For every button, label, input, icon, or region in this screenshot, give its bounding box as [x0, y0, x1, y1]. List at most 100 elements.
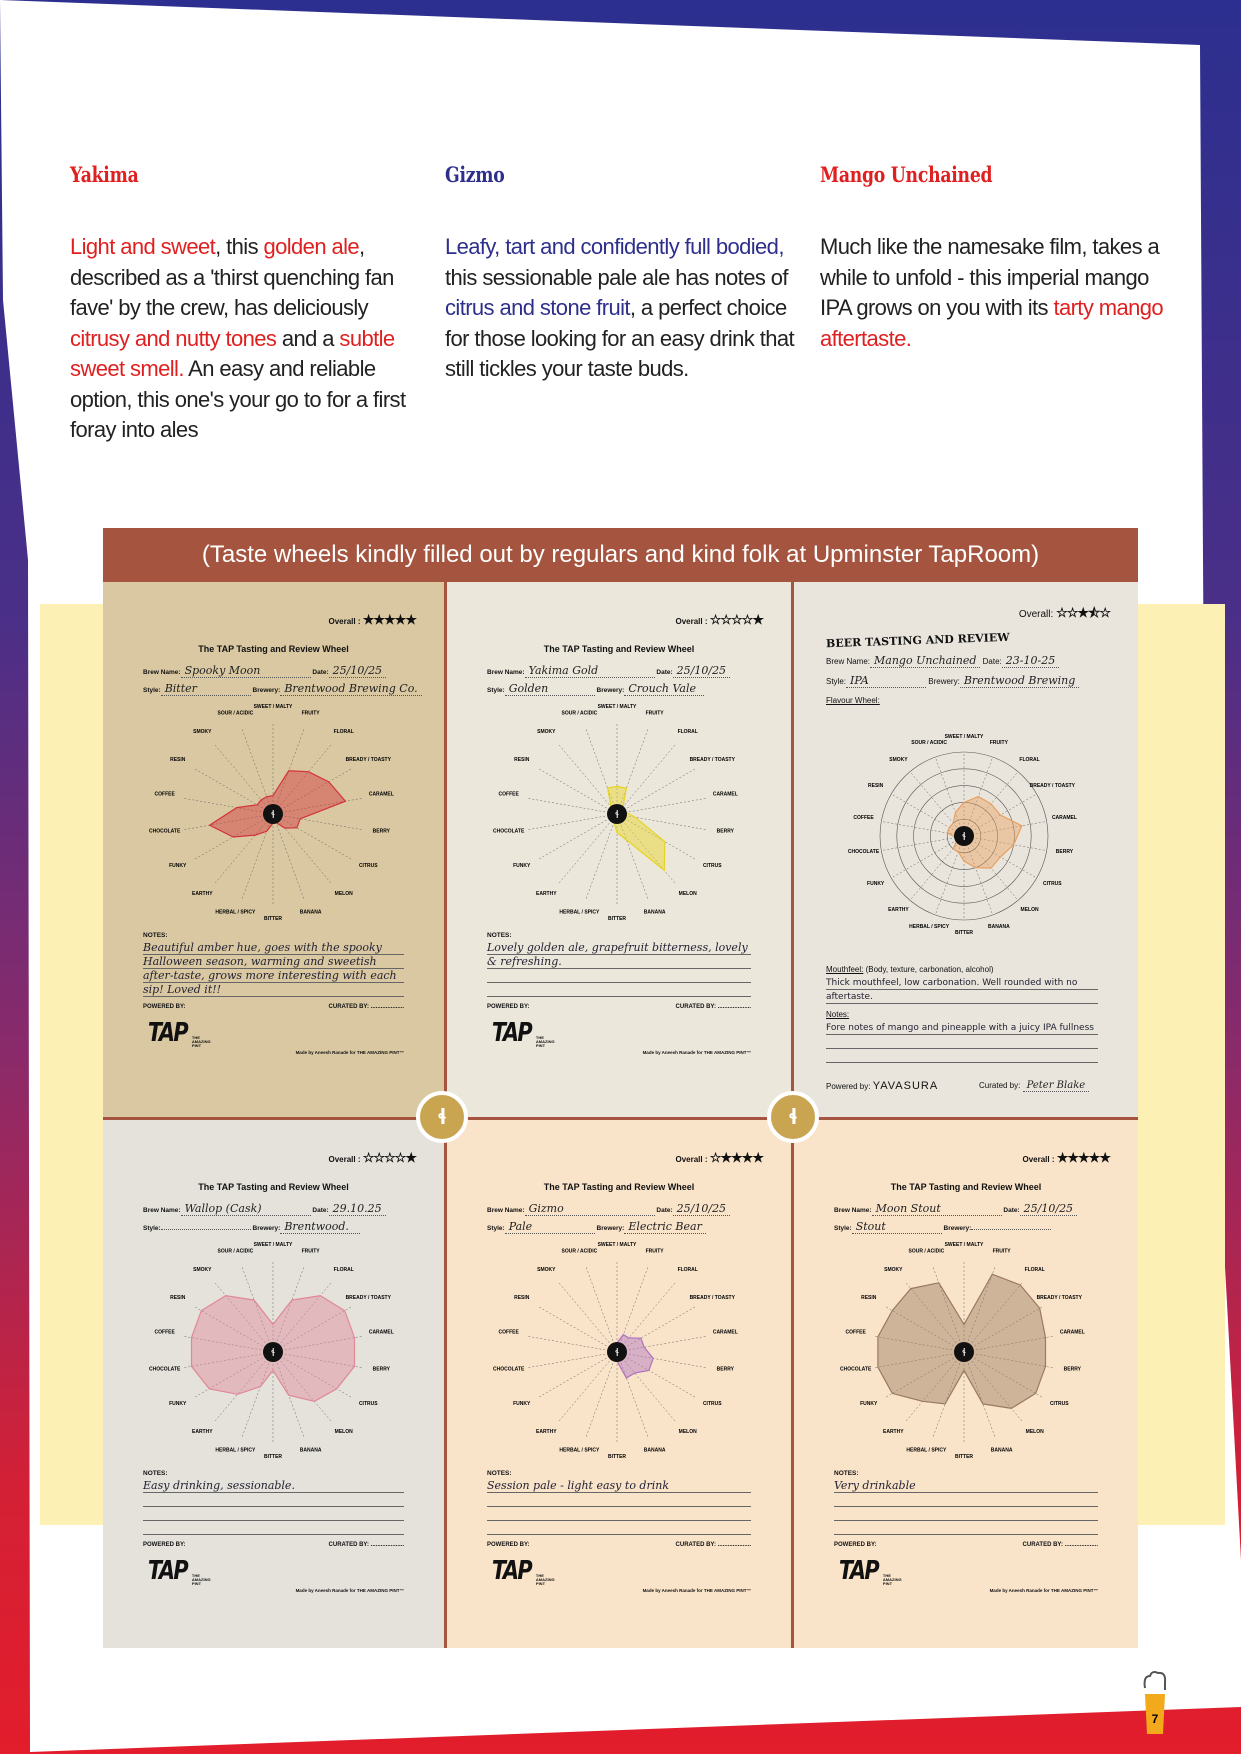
brewery-label: Brewery:	[252, 687, 281, 694]
powered-by-label: POWERED BY:	[143, 1004, 186, 1010]
body-text-segment: subtle sweet smell.	[70, 325, 395, 382]
style-label: Style:	[487, 687, 505, 694]
notes-text: Session pale - light easy to drink	[487, 1479, 751, 1535]
wheel-axis	[616, 813, 677, 885]
body-text-segment: Light and sweet	[70, 234, 216, 259]
wheel-axis	[241, 1351, 274, 1439]
wheel-axis	[241, 813, 274, 901]
date-value: 25/10/25	[1019, 1202, 1078, 1216]
flavour-label: CHOCOLATE	[493, 1366, 525, 1372]
column-yakima: Yakima Light and sweet, this golden ale, …	[70, 160, 420, 446]
wheel-axis	[616, 1351, 708, 1369]
overall-rating: Overall : ★★★★★	[328, 612, 417, 628]
style-row: Style: Golden Brewery: Crouch Vale	[487, 682, 705, 696]
flavour-label: FUNKY	[513, 863, 531, 869]
powered-by: Powered by: YAVASURA	[826, 1080, 938, 1092]
wheel-axis	[585, 1265, 618, 1353]
notes-text: Beautiful amber hue, goes with the spook…	[143, 941, 404, 997]
brew-name-label: Brew Name:	[143, 1207, 181, 1214]
date-value: 25/10/25	[672, 1202, 731, 1216]
flavour-label: CITRUS	[703, 863, 722, 869]
tap-logo-subtitle: THE AMAZING PINT	[191, 1573, 211, 1586]
style-value: Pale	[504, 1220, 595, 1234]
overall-label: Overall :	[328, 1155, 361, 1164]
mouthfeel-hint: (Body, texture, carbonation, alcohol)	[865, 965, 994, 974]
wheel-axis	[526, 797, 618, 815]
curated-by-label: Curated by:	[979, 1081, 1021, 1090]
flavour-label: HERBAL / SPICY	[215, 1448, 256, 1454]
flavour-label: BERRY	[1064, 1366, 1082, 1372]
wheel-axis	[616, 1351, 649, 1439]
brew-name-label: Brew Name:	[487, 1207, 525, 1214]
flavour-label: EARTHY	[192, 1429, 213, 1435]
flavour-label: RESIN	[170, 757, 186, 763]
column-body: Leafy, tart and confidently full bodied,…	[445, 232, 795, 385]
curated-by-label: CURATED BY: ....................	[328, 1542, 404, 1548]
body-text-segment: , a perfect choice for those looking for…	[445, 295, 795, 381]
flavour-label: EARTHY	[192, 891, 213, 897]
flavour-label: FLORAL	[678, 1267, 698, 1273]
flavour-label: FUNKY	[169, 863, 187, 869]
wheel-axis	[182, 1351, 274, 1369]
flavour-label: FUNKY	[867, 881, 885, 887]
column-heading: Mango Unchained	[820, 162, 993, 187]
tap-logo-text: TAP	[838, 1556, 880, 1586]
overall-rating: Overall : ☆★★★★	[675, 1150, 764, 1166]
curated-by-value: Peter Blake	[1022, 1080, 1090, 1092]
notes-label: NOTES:	[143, 932, 168, 939]
flavour-label: CHOCOLATE	[493, 828, 525, 834]
wheel-axis	[557, 1281, 618, 1353]
notes-text: Lovely golden ale, grapefruit bitterness…	[487, 941, 751, 997]
column-body: Much like the namesake film, takes a whi…	[820, 232, 1170, 354]
curated-by-label: CURATED BY: ....................	[675, 1004, 751, 1010]
wheel-axis	[272, 813, 364, 831]
notes-section: NOTES: Easy drinking, sessionable.	[143, 1470, 404, 1535]
brewery-value: Crouch Vale	[624, 682, 705, 696]
flavour-label: SMOKY	[537, 1267, 556, 1273]
flavour-label: CITRUS	[1050, 1401, 1069, 1407]
flavour-label: SOUR / ACIDIC	[218, 710, 254, 716]
column-heading: Yakima	[70, 162, 139, 187]
wheel-axis	[616, 727, 649, 815]
wheel-axis	[193, 1351, 274, 1399]
wheel-axis	[884, 1351, 965, 1399]
flavour-wheel: SWEET / MALTY FRUITY FLORAL BREADY / TOASTY…	[493, 1242, 738, 1460]
wheel-axis	[932, 1265, 965, 1353]
gallery-banner: (Taste wheels kindly filled out by regul…	[201, 541, 1040, 568]
style-row: Style: Bitter Brewery: Brentwood Brewing C…	[143, 682, 422, 696]
rating-stars: ★★★★★	[362, 612, 417, 627]
wheel-axis	[557, 1351, 618, 1423]
flavour-label: BERRY	[373, 828, 391, 834]
flavour-label: CHOCOLATE	[840, 1366, 872, 1372]
wheel-axis	[272, 1281, 333, 1353]
style-row: Style: Brewery: Brentwood.	[143, 1220, 361, 1234]
wheel-axis	[904, 1351, 965, 1423]
flavour-label: BANANA	[988, 924, 1010, 930]
flavour-wheel: SWEET / MALTY FRUITY FLORAL BREADY / TOASTY…	[848, 734, 1077, 936]
body-text-segment: golden ale	[263, 234, 360, 259]
brew-name-label: Brew Name:	[826, 657, 871, 666]
wheel-axis	[557, 743, 618, 815]
tap-logo-badge: ɬ	[416, 1091, 468, 1143]
overall-label: Overall :	[675, 617, 708, 626]
overall-rating: Overall : ☆☆☆☆★	[328, 1150, 417, 1166]
flavour-label: BREADY / TOASTY	[346, 757, 392, 763]
tap-logo-subtitle: THE AMAZING PINT	[882, 1573, 902, 1586]
brew-name-row: Brew Name: Spooky Moon Date: 25/10/25	[143, 664, 387, 678]
flavour-label: SWEET / MALTY	[254, 1242, 293, 1248]
wheel-center-logo	[954, 826, 974, 846]
flavour-label: SWEET / MALTY	[945, 734, 984, 740]
brew-name-label: Brew Name:	[487, 669, 525, 676]
flavour-label: SMOKY	[884, 1267, 903, 1273]
body-text-segment: Leafy, tart and confidently full bodied,	[445, 234, 784, 259]
flavour-label: RESIN	[514, 1295, 530, 1301]
wheel-axis	[272, 1351, 364, 1369]
tap-logo: TAP THE AMAZING PINT	[487, 1018, 751, 1048]
powered-by-label: Powered by:	[826, 1082, 871, 1091]
wheel-axis	[272, 743, 333, 815]
wheel-axis	[193, 1305, 274, 1353]
taste-wheel-sheet: Overall : ☆☆☆☆★ The TAP Tasting and Revi…	[447, 582, 791, 1117]
wheel-axis	[616, 1351, 677, 1423]
flavour-label: MELON	[1021, 907, 1039, 913]
wheel-axis	[272, 813, 305, 901]
